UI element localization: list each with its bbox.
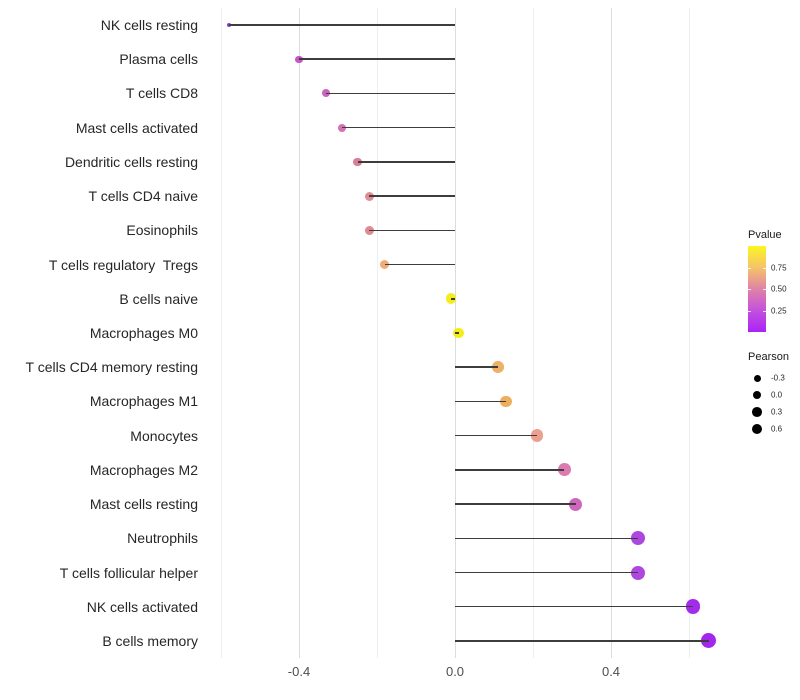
stem-line [455,366,498,368]
stem-line [341,126,455,129]
y-axis-label: B cells naive [119,290,198,307]
stem-line [455,605,693,608]
stem-line [455,571,639,574]
y-axis-label: Monocytes [130,427,198,444]
data-point [631,565,646,580]
y-axis-label: T cells CD8 [125,85,198,102]
data-point [492,361,504,373]
gridline-major [611,8,612,658]
pearson-legend-label: 0.0 [771,390,783,400]
data-point [353,157,362,167]
gridline-minor [221,8,222,658]
y-axis-label: NK cells activated [86,598,198,615]
x-axis-tick-label: -0.4 [287,664,311,679]
y-axis-label: T cells CD4 naive [88,188,198,205]
stem-line [455,400,506,403]
data-point [530,429,544,442]
pvalue-gradient-bar [748,246,766,332]
stem-line [326,92,455,95]
stem-line [451,298,455,300]
x-axis-tick-label: 0.4 [601,664,621,679]
data-point [557,463,571,477]
y-axis-label: Macrophages M0 [89,324,198,341]
y-axis-label: T cells CD4 memory resting [25,359,198,376]
gridline-minor [533,8,534,658]
y-axis-label: T cells regulatory Tregs [48,256,198,273]
pvalue-tick-label: 0.75 [771,263,787,272]
y-axis-label: Macrophages M1 [89,393,198,410]
gridline-major [299,8,300,658]
pvalue-bar-tick [748,310,751,312]
y-axis-label: Dendritic cells resting [64,153,198,170]
pearson-legend-dot [752,390,762,400]
pvalue-tick-label: 0.25 [771,306,787,315]
pearson-legend-label: 0.6 [771,424,783,434]
stem-line [369,195,455,197]
data-point [322,89,331,98]
data-point [701,633,716,649]
stem-line [384,263,455,266]
pvalue-bar-tick [748,289,751,290]
y-axis-label: Mast cells resting [89,496,198,513]
pvalue-bar-tick [748,267,751,269]
y-axis-label: Macrophages M2 [89,461,198,478]
y-axis-label: NK cells resting [100,17,198,33]
y-axis-label: T cells follicular helper [59,564,198,581]
pvalue-bar-tick [763,310,766,312]
y-axis-label: Plasma cells [119,51,198,68]
pearson-legend-title: Pearson [748,351,789,363]
stem-line [357,161,455,163]
stem-line [455,469,565,471]
y-axis-label: Eosinophils [126,222,198,239]
stem-line [369,229,455,232]
gridline-minor [377,8,378,658]
data-point [569,497,583,511]
x-axis-tick-label: 0.0 [445,664,465,679]
data-point [337,123,347,132]
pearson-legend-label: -0.3 [771,373,785,383]
data-point [445,293,457,305]
gridline-minor [689,8,690,658]
stem-line [455,537,639,540]
pearson-legend-dot [753,374,761,382]
stem-line [228,24,455,26]
data-point [295,55,303,63]
data-point [226,22,232,28]
pearson-legend-dot [752,407,762,417]
pvalue-bar-tick [763,267,766,269]
stem-line [455,332,459,334]
pearson-legend-dot [751,423,763,435]
y-axis-label: B cells memory [102,632,198,649]
stem-line [455,640,709,642]
y-axis-label: Neutrophils [127,530,198,547]
stem-line [455,503,576,505]
stem-line [299,58,455,60]
pvalue-bar-tick [763,289,766,290]
stem-line [455,434,537,437]
y-axis-label: Mast cells activated [75,119,198,136]
data-point [631,531,646,546]
pearson-legend-label: 0.3 [771,407,783,417]
pvalue-legend-title: Pvalue [748,229,782,241]
plot-panel [205,8,735,658]
pvalue-tick-label: 0.50 [771,284,787,294]
